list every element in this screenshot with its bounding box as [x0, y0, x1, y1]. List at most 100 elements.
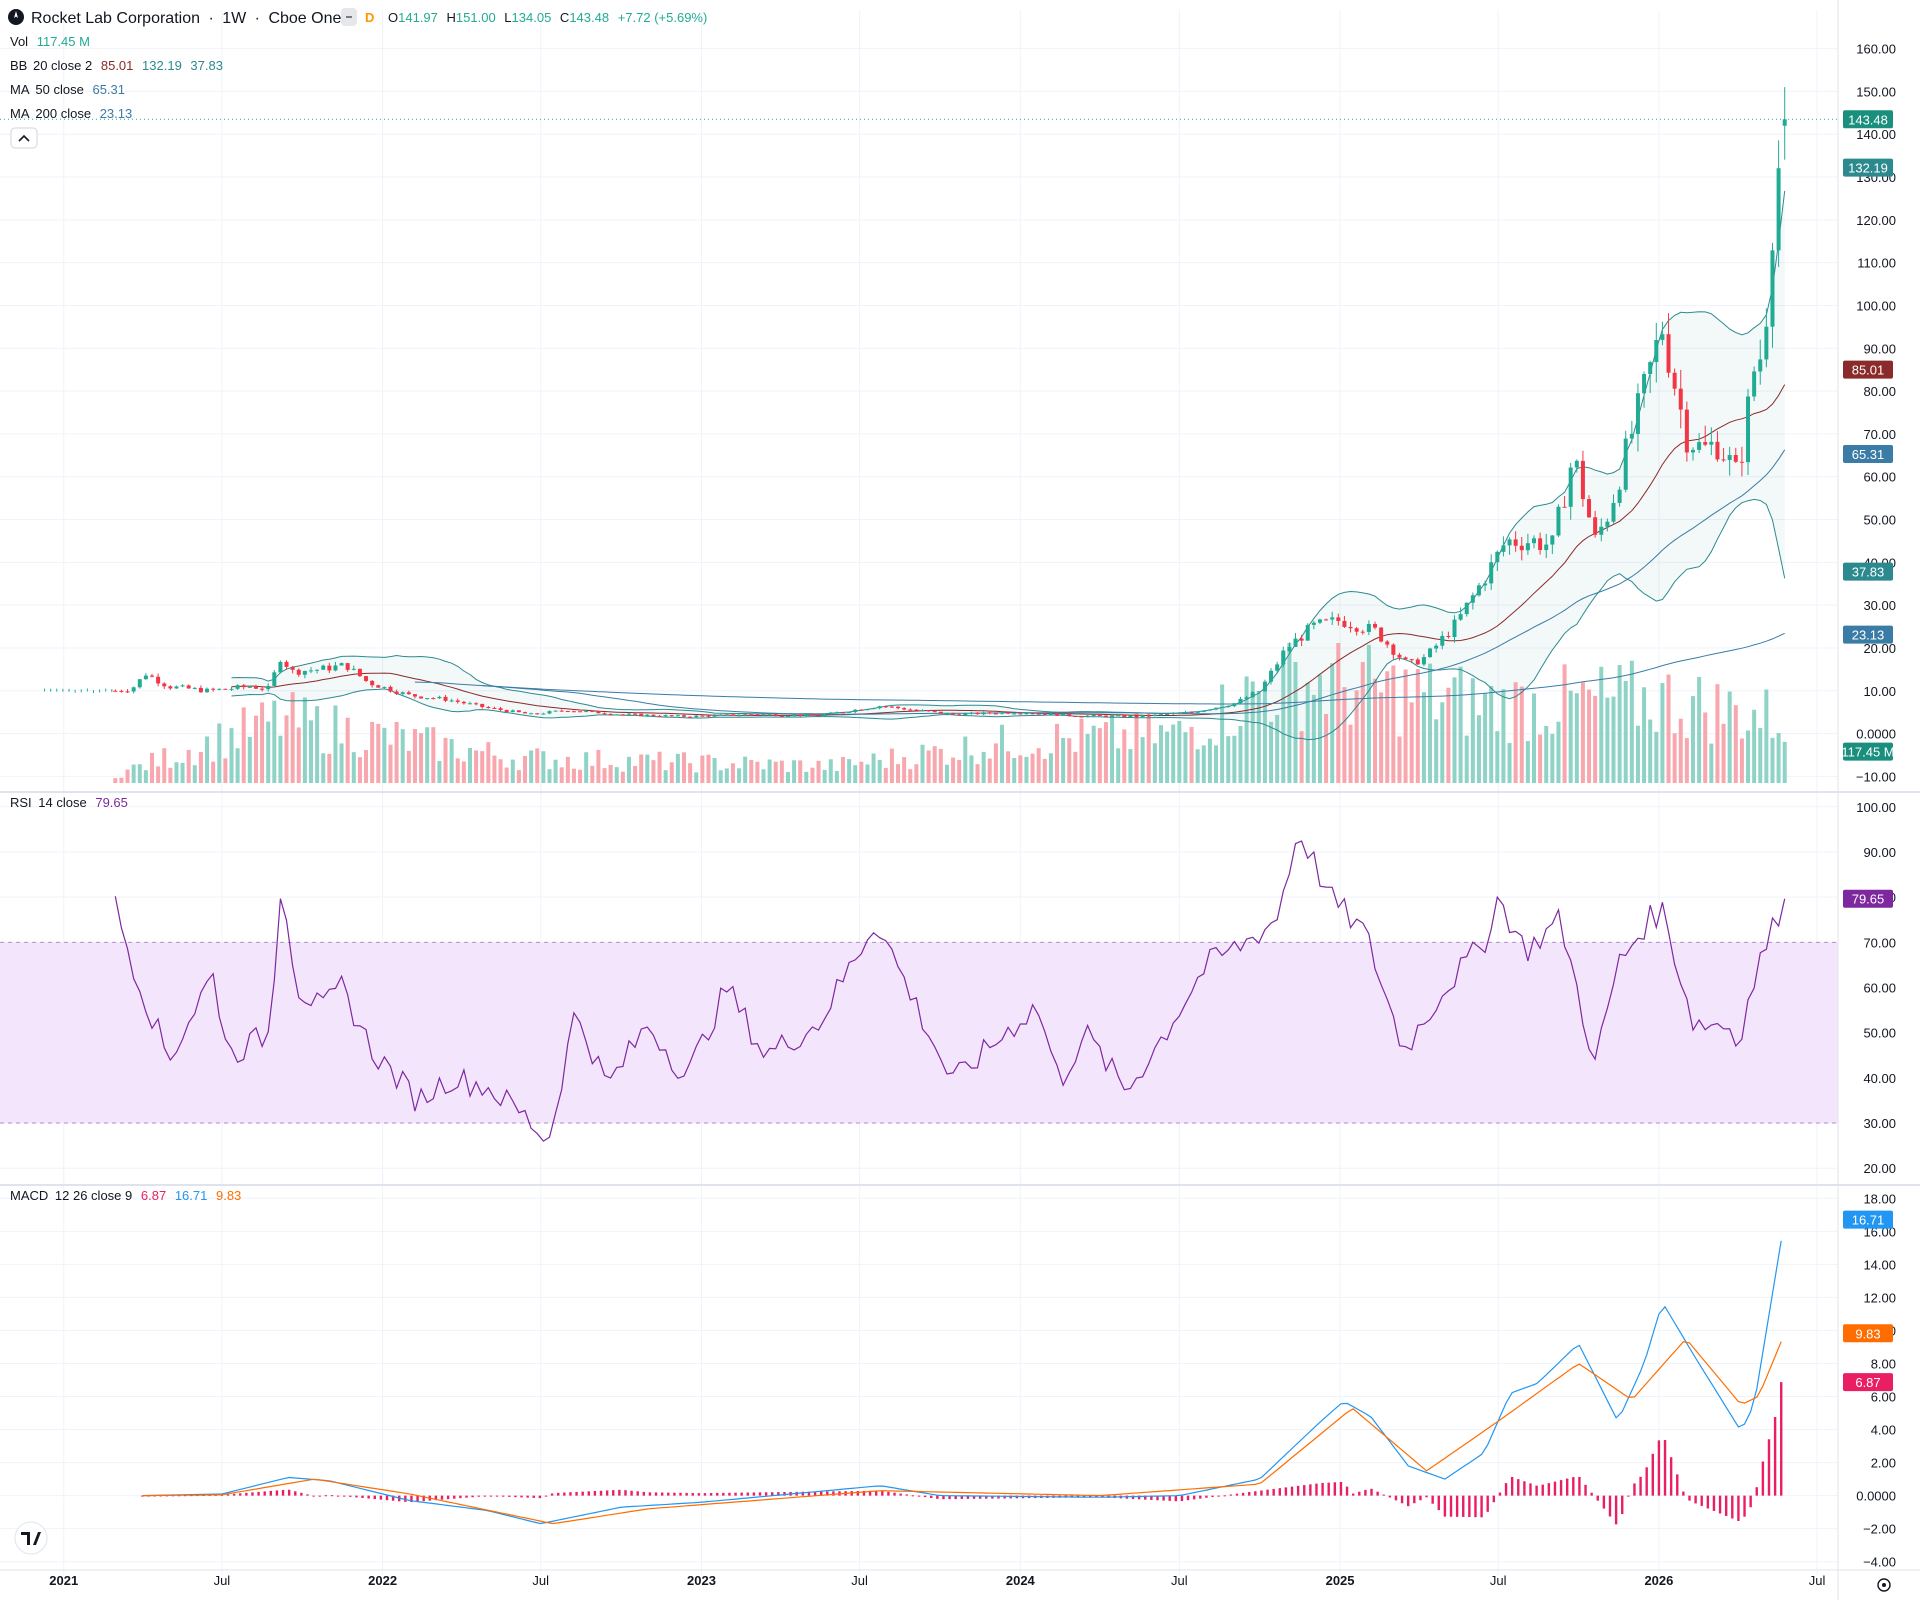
macd-histogram-bar: [636, 1491, 639, 1496]
delayed-badge[interactable]: D: [365, 10, 374, 25]
macd-histogram-bar: [826, 1491, 829, 1496]
volume-bar: [1238, 725, 1243, 783]
candle: [1097, 714, 1102, 716]
time-axis[interactable]: 2021 Jul 2022 Jul 2023 Jul 2024 Jul 2025 Jul 2026 J…: [49, 1573, 1825, 1588]
macd-histogram-bar: [404, 1495, 407, 1502]
macd-histogram-bar: [1413, 1495, 1416, 1504]
symbol-name[interactable]: Rocket Lab Corporation: [31, 10, 200, 27]
volume-bar: [639, 754, 644, 783]
volume-bar: [767, 759, 772, 783]
y-tick-label: 6.00: [1871, 1390, 1896, 1405]
macd-histogram-bar: [978, 1495, 982, 1499]
bb-upper-tag: 132.19: [1843, 158, 1893, 177]
candle: [938, 711, 943, 715]
candle: [1727, 446, 1732, 476]
candle: [523, 711, 528, 714]
candle: [1758, 339, 1763, 385]
macd-histogram-bar: [1523, 1481, 1526, 1496]
legend-rsi[interactable]: RSI 14 close 79.65: [10, 795, 128, 810]
x-tick-label: 2023: [687, 1573, 716, 1588]
volume-bar: [1030, 753, 1035, 783]
y-tick-label: 150.00: [1856, 84, 1896, 99]
macd-histogram-bar: [245, 1492, 248, 1496]
tradingview-logo-icon[interactable]: [14, 1521, 48, 1555]
macd-histogram-bar: [1462, 1495, 1465, 1517]
macd-histogram-bar: [1669, 1457, 1673, 1496]
macd-histogram-bar: [495, 1495, 499, 1497]
volume-bar: [547, 769, 552, 783]
candle: [1177, 711, 1182, 714]
settings-gear-icon[interactable]: [1877, 1578, 1891, 1592]
y-tick-label: 100.00: [1856, 298, 1896, 313]
volume-bar: [565, 756, 570, 783]
candle: [1770, 242, 1775, 348]
legend-macd[interactable]: MACD 12 26 close 9 6.87 16.71 9.83: [10, 1188, 241, 1203]
candle: [1764, 308, 1769, 368]
volume-bar: [480, 751, 485, 783]
macd-histogram-bar: [1290, 1486, 1294, 1496]
macd-histogram-bar: [1223, 1495, 1226, 1497]
volume-bar: [1317, 674, 1322, 783]
volume-bar: [737, 768, 742, 783]
volume-bar: [321, 753, 326, 783]
volume-bar: [914, 764, 919, 783]
svg-text:9.83: 9.83: [1855, 1326, 1880, 1341]
candle: [1336, 613, 1341, 626]
macd-histogram-bar: [1578, 1476, 1581, 1496]
volume-bar: [1574, 693, 1579, 783]
legend-bb[interactable]: BB 20 close 2 85.01 132.19 37.83: [10, 58, 223, 73]
candle: [541, 712, 546, 715]
volume-bar: [1391, 665, 1396, 783]
macd-histogram-bar: [777, 1492, 780, 1496]
volume-bar: [1648, 719, 1653, 783]
candle: [1342, 616, 1347, 628]
macd-histogram-bar: [1370, 1488, 1373, 1496]
macd-histogram-bar: [514, 1495, 517, 1498]
legend-vol[interactable]: Vol 117.45 M: [10, 34, 90, 49]
volume-bar: [1629, 660, 1634, 783]
macd-histogram-bar: [887, 1491, 890, 1496]
histogram-tag: 6.87: [1843, 1373, 1893, 1392]
volume-bar: [137, 764, 142, 783]
macd-histogram-bar: [550, 1493, 554, 1496]
macd-histogram-bar: [1315, 1483, 1318, 1496]
volume-bar: [889, 748, 894, 783]
macd-histogram-bar: [1388, 1495, 1392, 1498]
volume-bar: [1776, 733, 1781, 783]
volume-bar: [1635, 725, 1640, 783]
candle: [896, 706, 901, 710]
volume-bar: [1690, 696, 1695, 783]
volume-bar: [1684, 738, 1689, 783]
candle: [553, 710, 558, 712]
candle: [1220, 706, 1225, 709]
macd-histogram-bar: [881, 1490, 884, 1496]
y-tick-label: 140.00: [1856, 127, 1896, 142]
candle: [737, 714, 742, 717]
volume-bar: [1012, 757, 1017, 783]
candle: [651, 714, 656, 717]
volume-bar: [339, 743, 344, 783]
volume-bar: [834, 770, 839, 783]
macd-histogram-bar: [563, 1492, 566, 1496]
macd-histogram-bar: [642, 1491, 646, 1496]
macd-histogram-bar: [538, 1495, 542, 1499]
candle: [969, 711, 974, 715]
macd-histogram-bar: [1254, 1491, 1257, 1496]
candle: [1703, 425, 1708, 447]
interval[interactable]: 1W: [222, 10, 247, 27]
candle: [1146, 714, 1151, 718]
volume-bar: [620, 771, 625, 783]
macd-histogram-bar: [1199, 1495, 1202, 1499]
volume-bar: [1085, 734, 1090, 783]
macd-histogram-bar: [1651, 1453, 1655, 1496]
candle: [400, 691, 405, 697]
macd-histogram-bar: [1743, 1495, 1746, 1517]
legend-ma200[interactable]: MA 200 close 23.13: [10, 106, 132, 121]
volume-bar: [1006, 751, 1011, 783]
volume-bar: [1654, 731, 1659, 783]
x-tick-label: Jul: [1171, 1573, 1188, 1588]
collapse-legend-button[interactable]: [10, 127, 38, 149]
legend-ma50[interactable]: MA 50 close 65.31: [10, 82, 125, 97]
candle: [1501, 536, 1506, 557]
